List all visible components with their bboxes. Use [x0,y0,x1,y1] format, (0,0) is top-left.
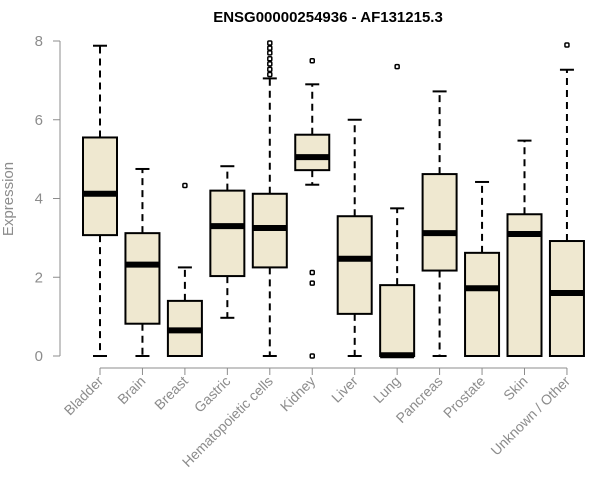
x-tick-label: Liver [328,373,361,406]
x-tick-label: Skin [500,373,531,404]
box-series [82,40,585,359]
y-axis: 0 2 4 6 8 [35,33,61,365]
iqr-box [82,136,118,237]
iqr-box [548,240,585,357]
iqr-box [379,284,416,357]
y-tick-label: 6 [35,112,43,129]
iqr-box [124,232,161,325]
x-tick-label: Brain [114,373,148,407]
box-pancreas [421,90,458,357]
x-tick-label: Prostate [440,373,488,421]
outlier-point [309,353,315,359]
outlier-point [564,42,570,48]
box-lung [379,63,416,359]
iqr-box [209,189,246,278]
x-tick-label: Lung [370,373,403,406]
x-tick-label: Pancreas [393,373,446,426]
box-hematopoietic-cells [251,40,288,357]
box-brain [124,167,161,357]
iqr-box [336,215,373,315]
box-gastric [209,165,246,319]
outlier-point [309,57,315,64]
chart-title: ENSG00000254936 - AF131215.3 [213,9,443,26]
outlier-point [182,182,188,189]
x-tick-label: Bladder [61,373,107,419]
y-tick-label: 0 [35,348,43,365]
y-tick-label: 4 [35,191,43,208]
outlier-point [267,55,273,62]
outlier-point [394,63,400,70]
box-prostate [464,180,501,357]
iqr-box [506,213,543,357]
outlier-point [267,66,273,73]
outlier-point [267,45,273,51]
y-axis-label: Expression [0,162,17,236]
outlier-point [309,269,315,276]
iqr-box [464,251,501,357]
box-breast [166,182,203,357]
iqr-box [421,173,458,272]
y-tick-label: 2 [35,269,43,286]
outlier-point [267,71,273,78]
outlier-point [309,280,315,286]
outlier-point [267,40,273,46]
box-liver [336,118,373,357]
outlier-point [267,50,273,56]
box-unknown-other [548,42,585,357]
x-tick-label: Unknown / Other [487,373,573,459]
iqr-box [294,133,331,172]
box-bladder [82,44,118,357]
x-tick-label: Kidney [277,373,319,415]
outlier-point [267,61,273,67]
y-tick-label: 8 [35,33,43,50]
box-kidney [294,57,331,359]
box-skin [506,139,543,357]
x-tick-label: Breast [151,373,191,413]
